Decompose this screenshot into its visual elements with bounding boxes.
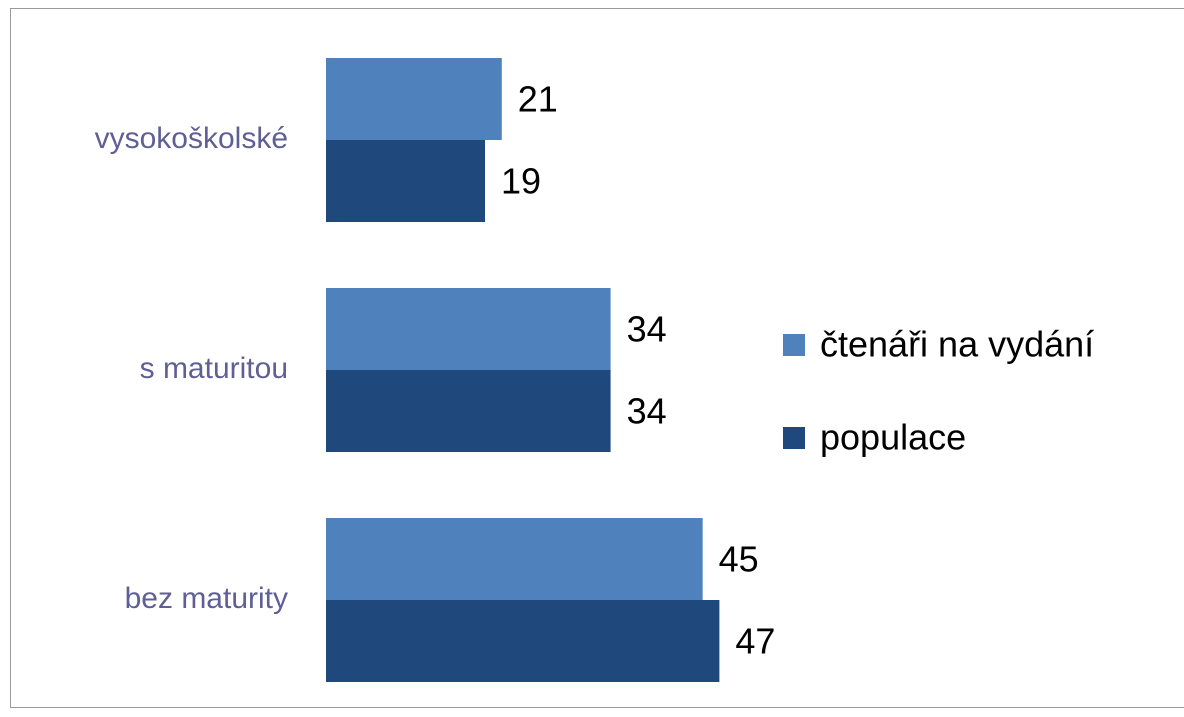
bar [326, 140, 486, 222]
value-label: 34 [627, 309, 667, 350]
bar [326, 58, 502, 140]
legend-swatch [783, 334, 805, 356]
bar [326, 518, 703, 600]
legend-label: čtenáři na vydání [820, 324, 1094, 365]
bar [326, 370, 611, 452]
value-label: 21 [518, 79, 558, 120]
bar [326, 600, 720, 682]
value-label: 34 [627, 391, 667, 432]
category-label: bez maturity [125, 582, 288, 615]
value-label: 19 [501, 161, 541, 202]
legend-label: populace [820, 417, 966, 458]
category-label: s maturitou [140, 352, 288, 385]
category-label: vysokoškolské [95, 122, 288, 155]
legend-swatch [783, 427, 805, 449]
bar [326, 288, 611, 370]
value-label: 47 [735, 621, 775, 662]
value-label: 45 [719, 539, 759, 580]
